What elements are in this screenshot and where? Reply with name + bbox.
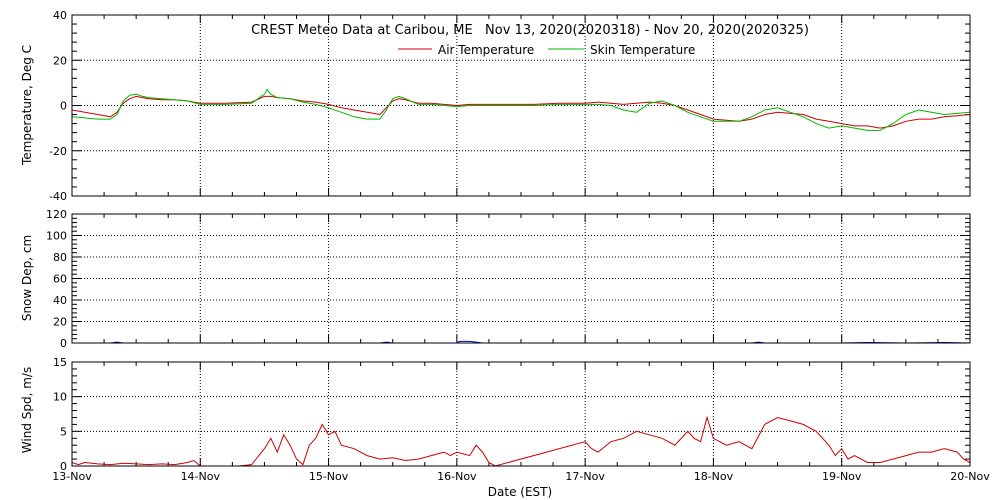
date-tick-label: 17-Nov	[565, 470, 605, 483]
snow-depth-ytick-label: 120	[46, 208, 67, 221]
date-axis-title: Date (EST)	[488, 485, 552, 499]
temperature-axis-title: Temperature, Deg C	[20, 45, 34, 166]
temperature-series-line-skin-temperature	[71, 88, 971, 131]
temperature-frame	[71, 14, 971, 197]
wind-speed-frame	[71, 361, 971, 467]
snow-depth-ytick-label: 20	[53, 316, 67, 329]
date-tick-label: 18-Nov	[694, 470, 734, 483]
wind-speed-axis-title: Wind Spd, m/s	[20, 367, 34, 453]
date-tick-label: 15-Nov	[309, 470, 349, 483]
snow-depth-frame	[71, 213, 971, 344]
snow-depth-ytick-label: 40	[53, 294, 67, 307]
panels: 40 20 0 -20 -40 0 20 40 60 80 100 120 0 5 10 15 13-Nov 14…	[46, 9, 990, 483]
date-tick-label: 16-Nov	[437, 470, 477, 483]
snow-depth-ytick-label: 60	[53, 273, 67, 286]
wind-speed-panel: 0 5 10 15 13-Nov 14-Nov 15-Nov 16-Nov 17-Nov 18-N…	[52, 356, 990, 483]
wind-speed-ytick-label: 10	[53, 391, 67, 404]
snow-depth-ytick-label: 0	[60, 337, 67, 350]
snow-depth-panel: 0 20 40 60 80 100 120	[46, 208, 971, 350]
snow-depth-ytick-label: 80	[53, 251, 67, 264]
snow-depth-axis-title: Snow Dep, cm	[20, 235, 34, 321]
date-tick-label: 14-Nov	[181, 470, 221, 483]
temperature-ytick-label: 20	[53, 54, 67, 67]
date-tick-label: 20-Nov	[950, 470, 990, 483]
temperature-ytick-label: 0	[60, 100, 67, 113]
temperature-ytick-label: -40	[49, 190, 67, 203]
legend-label-skin-temperature: Skin Temperature	[590, 43, 695, 57]
temperature-ytick-label: -20	[49, 145, 67, 158]
temperature-series-line-air-temperature	[71, 95, 971, 129]
legend: Air Temperature Skin Temperature	[398, 43, 695, 57]
temperature-ytick-label: 40	[53, 9, 67, 22]
date-tick-label: 13-Nov	[52, 470, 92, 483]
wind-speed-ytick-label: 0	[60, 460, 67, 473]
wind-speed-series-line-0	[71, 415, 971, 467]
temperature-panel: 40 20 0 -20 -40	[49, 9, 971, 203]
date-tick-label: 19-Nov	[822, 470, 862, 483]
snow-depth-ytick-label: 100	[46, 230, 67, 243]
wind-speed-ytick-label: 5	[60, 425, 67, 438]
legend-label-air-temperature: Air Temperature	[438, 43, 534, 57]
wind-speed-ytick-label: 15	[53, 356, 67, 369]
chart-title: CREST Meteo Data at Caribou, ME Nov 13, …	[251, 23, 809, 38]
